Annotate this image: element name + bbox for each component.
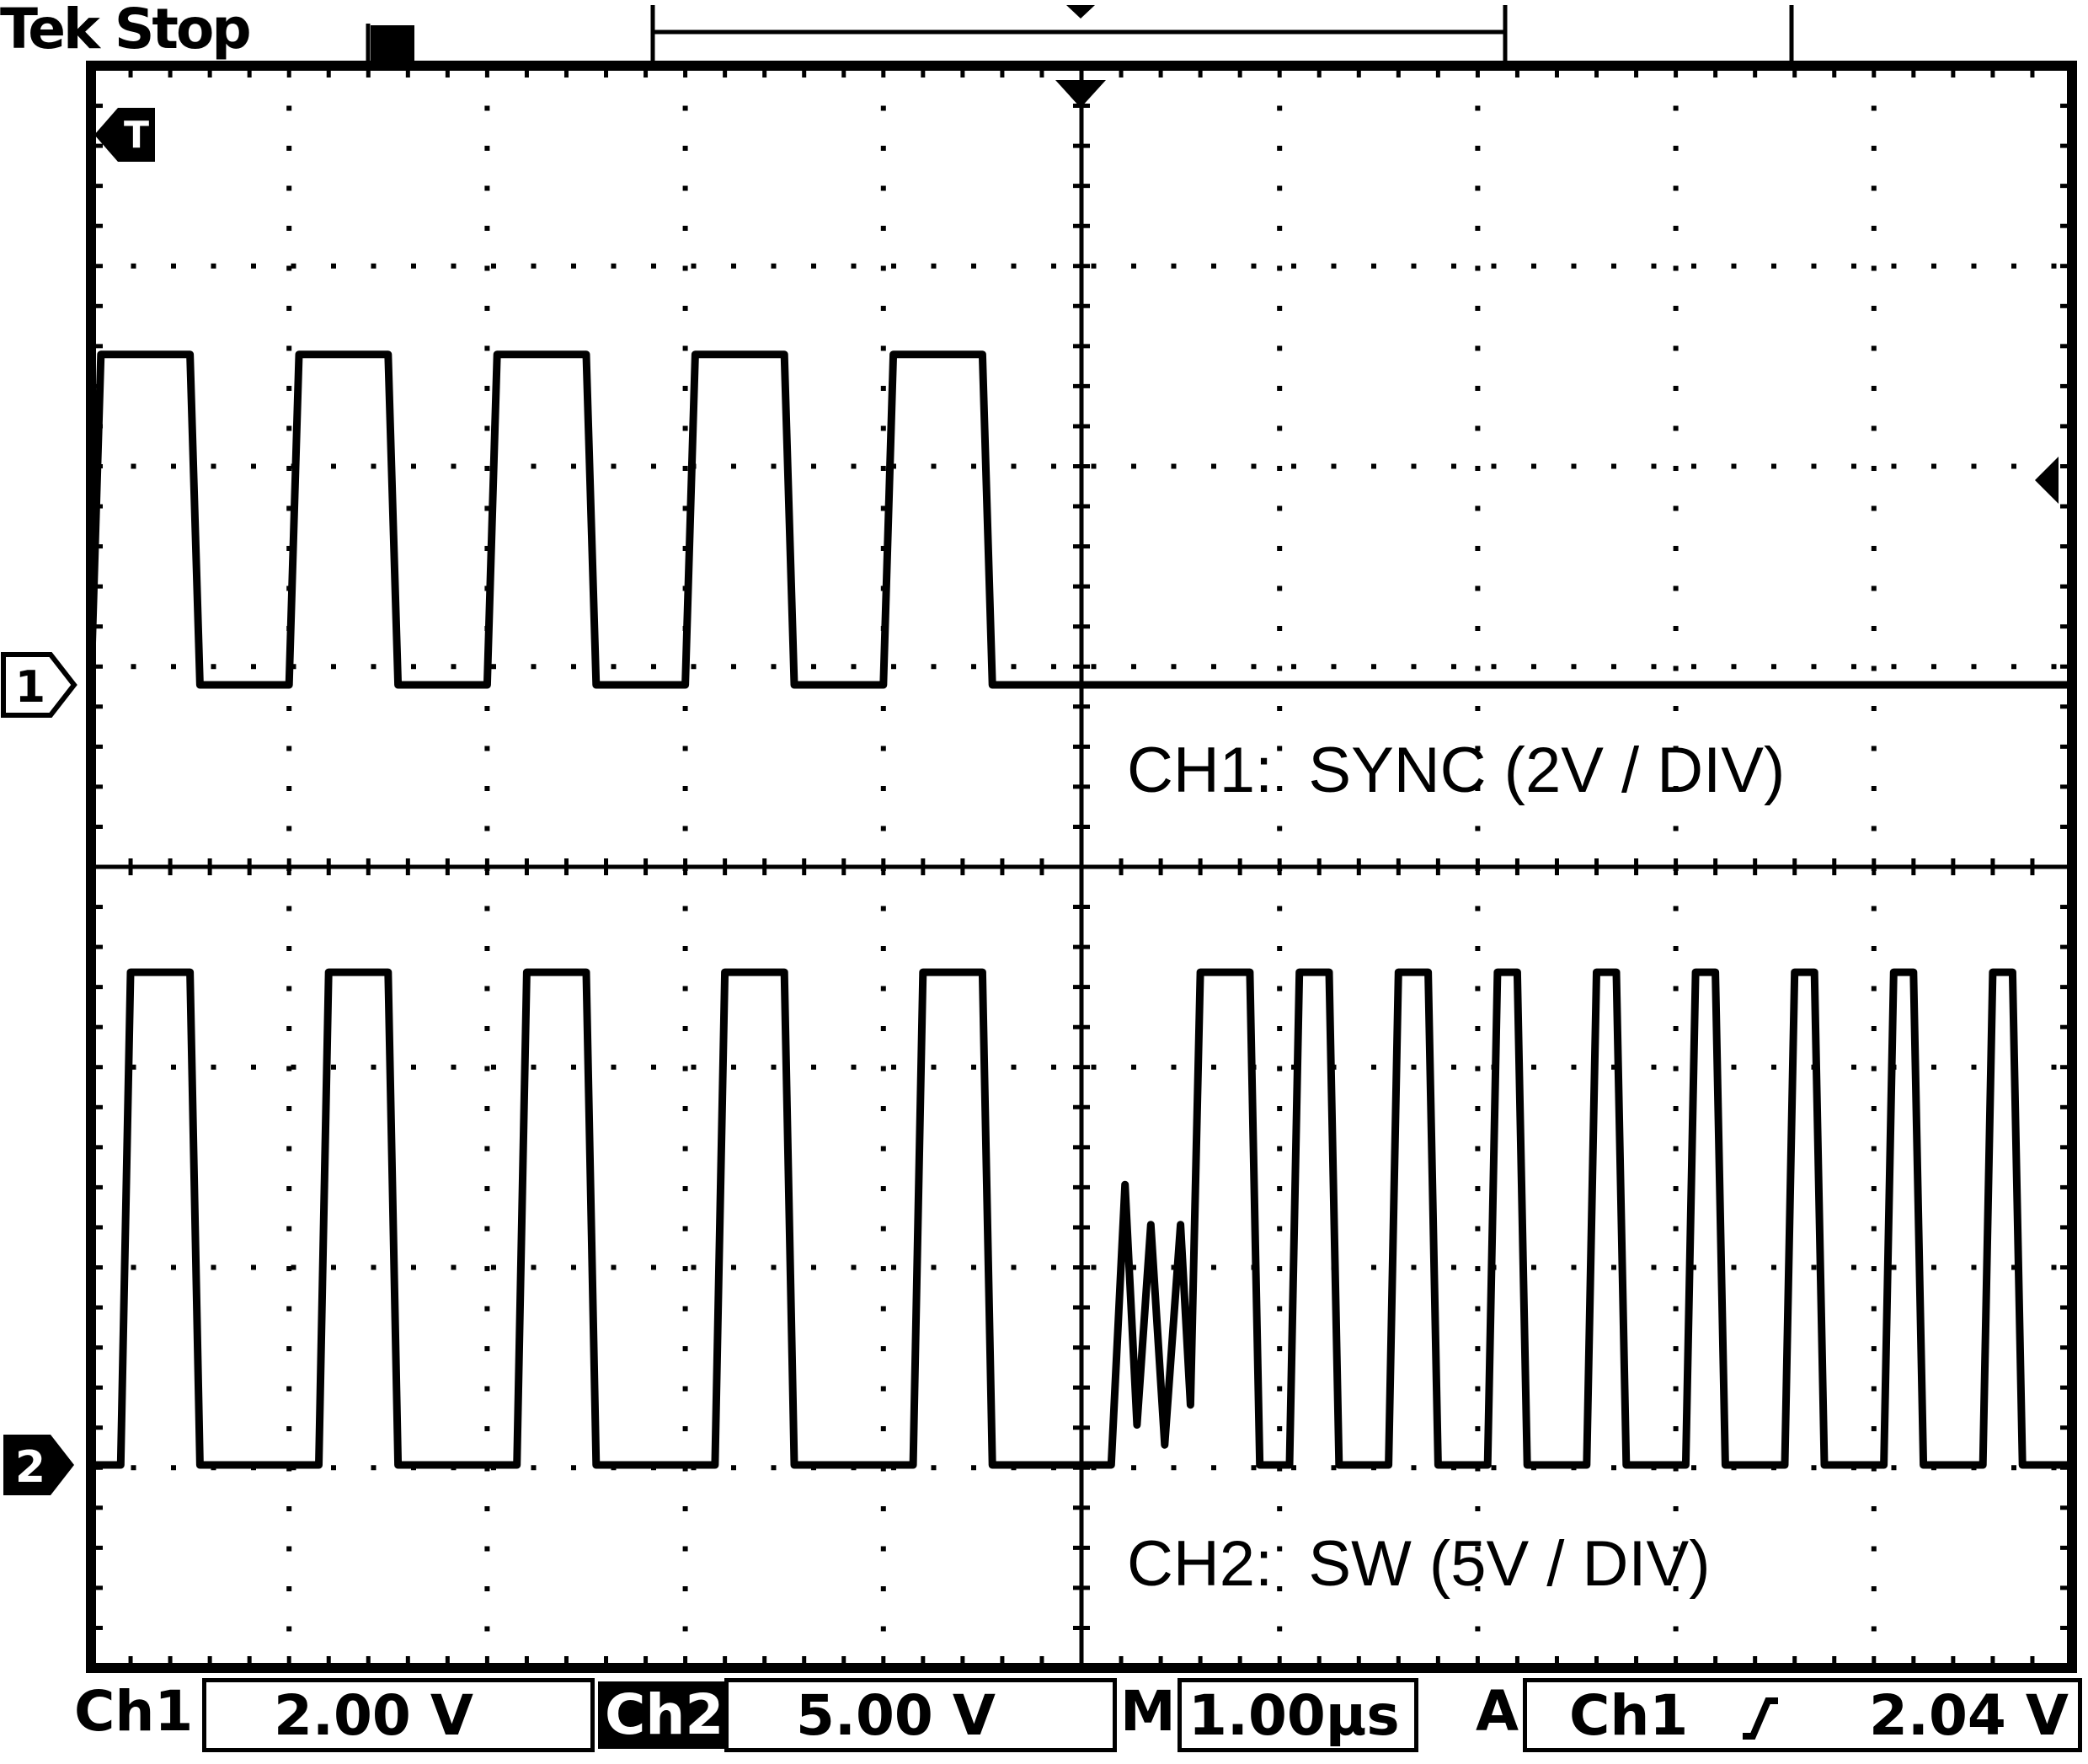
trigger-position-bracket [366,5,1794,61]
trigger-marker-label: T [124,114,149,157]
ch1-sync-trace [87,350,2072,689]
plot-frame [86,61,2077,1673]
ch2-annotation: CH2: SW (5V / DIV) [1127,1528,1711,1600]
timebase-label: M [1120,1679,1176,1744]
ch2-marker-label: 2 [15,1442,45,1493]
ch2-sw-trace [91,968,2072,1469]
trigger-position-arrow [1066,5,1095,19]
rising-edge-icon [1743,1697,1778,1740]
acquisition-status: Tek Stop [0,0,252,61]
trigger-box[interactable]: Ch1 2.04 V [1523,1678,2082,1752]
ch1-annotation: CH1: SYNC (2V / DIV) [1127,735,1786,806]
waveform-traces [87,350,2072,1469]
ch1-scale-box[interactable]: 2.00 V [202,1678,595,1752]
ch2-scale-box[interactable]: 5.00 V [724,1678,1117,1752]
timebase: 1.00µs [1188,1683,1400,1748]
ch2-ground-marker-icon: 2 [3,1435,74,1495]
ch1-marker-label: 1 [15,662,45,713]
ch1-scale: 2.00 V [274,1683,473,1748]
trigger-level-arrow [2035,457,2059,504]
ch2-scale: 5.00 V [796,1683,996,1748]
trigger-center-marker [1055,80,1106,108]
record-position-icon [371,25,414,62]
graticule [88,63,2075,1670]
trigger-source: Ch1 [1569,1683,1689,1748]
trigger-label: A [1476,1679,1519,1744]
ch1-ground-marker-icon: 1 [1,652,77,718]
timebase-box[interactable]: 1.00µs [1178,1678,1418,1752]
trigger-level: 2.04 V [1869,1683,2069,1748]
ch1-label: Ch1 [74,1679,194,1744]
ch2-label: Ch2 [598,1681,731,1749]
trigger-marker-icon: T [94,108,155,162]
